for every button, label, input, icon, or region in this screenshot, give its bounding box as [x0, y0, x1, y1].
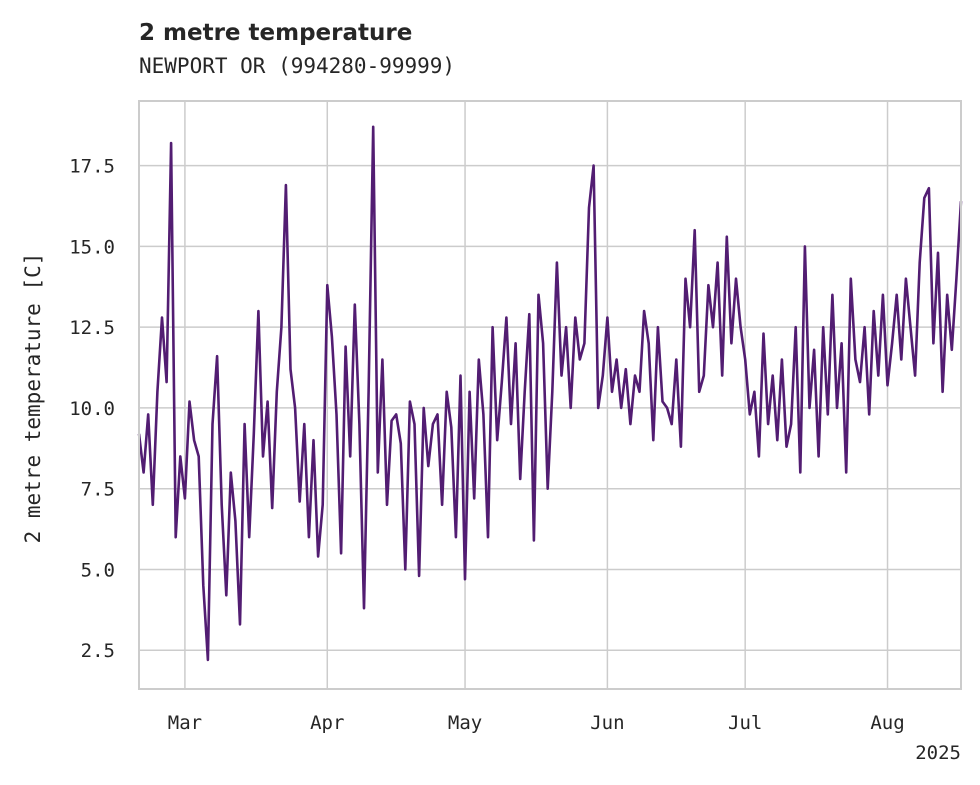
temperature-series-line — [137, 125, 963, 662]
series-layer — [137, 125, 963, 662]
x-tick-label: Jun — [590, 712, 624, 734]
y-tick-label: 12.5 — [69, 317, 115, 339]
x-tick-label: Apr — [310, 712, 344, 734]
y-tick-label: 2.5 — [81, 640, 115, 662]
y-axis-label: 2 metre temperature [C] — [21, 253, 45, 544]
y-tick-label: 7.5 — [81, 479, 115, 501]
x-tick-label: May — [448, 712, 482, 734]
y-tick-label: 10.0 — [69, 398, 115, 420]
y-axis-ticks: 2.5 5.0 7.5 10.0 12.5 15.0 17.5 — [69, 156, 115, 663]
x-axis-ticks: Mar Apr May Jun Jul Aug — [168, 712, 905, 734]
x-year-label: 2025 — [915, 742, 961, 764]
plot-frame — [138, 100, 962, 690]
x-tick-label: Aug — [870, 712, 904, 734]
x-tick-label: Jul — [728, 712, 762, 734]
chart-subtitle: NEWPORT OR (994280-99999) — [139, 54, 455, 78]
chart-title: 2 metre temperature — [139, 20, 412, 46]
grid-lines — [139, 101, 961, 689]
y-tick-label: 15.0 — [69, 236, 115, 258]
x-tick-label: Mar — [168, 712, 202, 734]
y-tick-label: 5.0 — [81, 559, 115, 581]
y-tick-label: 17.5 — [69, 156, 115, 178]
